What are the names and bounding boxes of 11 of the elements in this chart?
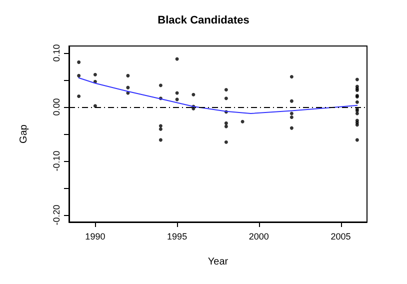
x-axis-title: Year	[208, 256, 229, 268]
y-tick-label: 0.00	[52, 98, 62, 116]
x-tick-label: 1990	[85, 232, 106, 242]
x-tick-label: 1995	[167, 232, 188, 242]
chart-title: Black Candidates	[158, 14, 250, 26]
y-tick-label: -0.20	[52, 204, 62, 226]
x-tick-label: 2005	[330, 232, 351, 242]
y-axis-title: Gap	[18, 124, 30, 144]
x-tick-label: 2000	[248, 232, 269, 242]
y-tick-label: 0.10	[52, 44, 62, 62]
y-tick-label: -0.10	[52, 150, 62, 172]
